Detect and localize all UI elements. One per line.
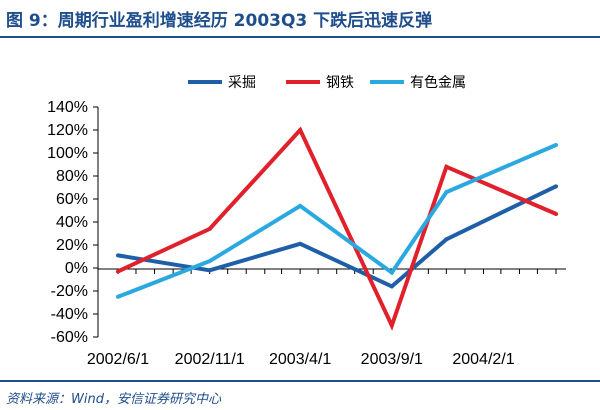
series-line-钢铁	[117, 126, 557, 331]
line-chart: 140% 120% 100% 80% 60% 40% 20% 0% -20% -40% -60% 20…	[47, 74, 566, 368]
y-tick-label: 0%	[65, 260, 88, 277]
data-point	[444, 190, 449, 195]
data-point	[554, 211, 558, 216]
data-point	[444, 237, 449, 242]
x-tick-label: 2002/6/1	[87, 351, 149, 368]
data-point	[207, 226, 212, 231]
data-point	[554, 142, 558, 147]
data-point	[116, 269, 120, 274]
x-tick-label: 2004/2/1	[452, 351, 514, 368]
y-tick-label: 40%	[56, 214, 88, 231]
x-tick-label: 2003/9/1	[361, 351, 423, 368]
x-tick-label: 2002/11/1	[175, 351, 245, 368]
y-tick-label: 20%	[56, 237, 88, 254]
y-tick-label: 140%	[47, 99, 88, 116]
x-tick-label: 2003/4/1	[269, 351, 331, 368]
source-note: 资料来源：Wind，安信证券研究中心	[6, 392, 221, 407]
chart-area: 140% 120% 100% 80% 60% 40% 20% 0% -20% -40% -60% 20…	[0, 40, 600, 378]
figure-footer: 资料来源：Wind，安信证券研究中心	[0, 380, 600, 410]
data-point	[207, 268, 212, 273]
data-point	[298, 203, 303, 208]
data-point	[389, 270, 394, 275]
figure-header: 图 9：周期行业盈利增速经历 2003Q3 下跌后迅速反弹	[0, 0, 600, 38]
y-tick-label: 100%	[47, 145, 88, 162]
data-point	[116, 253, 120, 258]
legend-label: 有色金属	[410, 74, 466, 91]
data-point	[207, 259, 212, 264]
y-tick-label: 80%	[56, 168, 88, 185]
y-tick-label: 60%	[56, 191, 88, 208]
figure-title: 图 9：周期行业盈利增速经历 2003Q3 下跌后迅速反弹	[6, 11, 433, 31]
data-point	[298, 128, 303, 132]
y-tick-label: -40%	[51, 306, 88, 323]
y-tick-label: -20%	[51, 283, 88, 300]
data-point	[298, 241, 303, 246]
legend-label: 钢铁	[326, 75, 354, 91]
data-point	[444, 164, 449, 169]
legend-label: 采掘	[228, 75, 256, 91]
data-point	[116, 294, 120, 299]
data-point	[389, 284, 394, 289]
y-tick-label: -60%	[51, 329, 88, 346]
y-tick-label: 120%	[47, 122, 88, 139]
series-line-有色金属	[117, 143, 557, 299]
data-point	[389, 323, 394, 328]
data-point	[554, 184, 558, 189]
